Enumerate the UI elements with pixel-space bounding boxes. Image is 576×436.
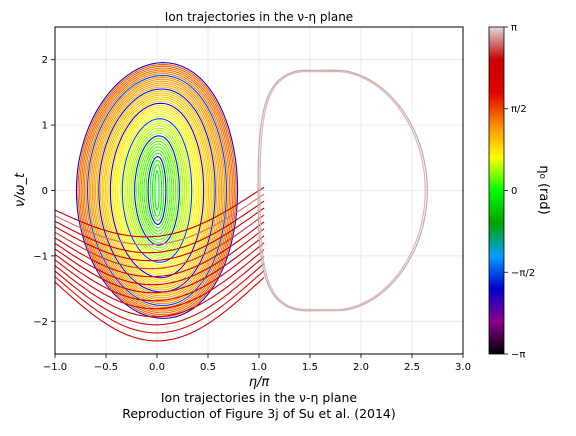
y-ticks: −2 −1 0 1 2 [33,55,55,328]
colorbar-tick-label: −π/2 [511,268,535,279]
passing-orbit [55,249,265,310]
trapped-orbit [108,100,206,281]
trapped-orbit [85,73,229,308]
passing-orbit [55,256,265,318]
passing-orbit [55,193,265,246]
trapped-orbit [141,146,173,235]
trapped-orbit [77,63,237,318]
caption-line-2: Reproduction of Figure 3j of Su et al. (… [122,406,396,421]
trapped-orbit [75,62,239,319]
passing-orbit [55,263,265,326]
y-tick-label: 1 [42,121,48,132]
passing-orbit [55,235,265,294]
trapped-orbit [147,156,167,225]
separatrix-lobe [257,69,428,312]
trapped-orbit [86,74,228,307]
y-tick-label: −1 [33,251,48,262]
trapped-orbit [145,152,169,229]
passing-orbit [55,276,265,342]
trapped-orbit [79,65,235,316]
trapped-orbit [98,88,216,293]
x-tick-label: 2.5 [404,362,420,373]
colorbar-tick-label: π [511,23,517,34]
trapped-orbit [90,78,224,303]
x-ticks: −1.0 −0.5 0.0 0.5 1.0 1.5 2.0 2.5 3.0 [43,354,471,373]
y-axis-label: ν/ω_t [13,172,28,207]
trapped-orbit [137,140,177,241]
trapped-orbit [135,137,179,244]
x-tick-label: 1.0 [251,362,267,373]
trapped-orbit [126,125,188,256]
passing-orbit [55,207,265,262]
colorbar-tick-label: π/2 [511,104,527,115]
trapped-orbit [103,94,211,287]
trapped-orbit [143,149,171,232]
y-tick-label: 0 [42,186,48,197]
x-tick-label: 0.5 [200,362,216,373]
trapped-orbit [119,115,195,266]
x-axis-label: η/π [249,375,270,390]
trapped-orbit [101,92,213,289]
trapped-orbit [96,86,218,295]
trapped-orbit [80,67,234,314]
trapped-orbit [82,69,232,312]
passing-orbit [55,228,265,286]
trapped-orbit [104,96,210,285]
separatrix-lobe [259,70,426,311]
chart-title: Ion trajectories in the ν-η plane [165,10,353,24]
x-tick-label: 0.0 [149,362,165,373]
y-tick-label: 2 [42,55,48,66]
trapped-orbit [134,135,180,246]
trapped-orbit [151,164,163,217]
trapped-orbit [154,170,160,211]
trapped-orbit [132,132,182,249]
trapped-orbit [113,106,201,275]
caption-line-1: Ion trajectories in the ν-η plane [161,390,358,405]
trapped-orbit [109,102,205,279]
trapped-orbit [111,104,203,277]
colorbar-label: η₀ (rad) [536,165,551,214]
passing-orbit [55,221,265,278]
trapped-orbit [106,98,208,283]
colorbar-tick-label: 0 [511,186,517,197]
trapped-orbit [125,122,189,259]
x-tick-label: 2.0 [353,362,369,373]
trapped-orbit [118,113,196,268]
passing-orbit [55,270,265,334]
trapped-orbit [99,90,215,291]
x-tick-label: 3.0 [455,362,471,373]
trapped-orbit [130,130,184,251]
passing-orbit [55,242,265,302]
passing-orbit [55,200,265,254]
trajectories [55,62,428,342]
trapped-orbit [121,118,193,263]
x-tick-label: 1.5 [302,362,318,373]
colorbar [488,26,505,355]
trapped-orbit [91,80,223,301]
x-tick-label: −0.5 [94,362,118,373]
x-tick-label: −1.0 [43,362,67,373]
trapped-orbit [149,159,165,222]
passing-orbit [55,214,265,270]
trapped-orbit [94,84,220,297]
trapped-orbit [114,109,200,272]
trapped-orbit [123,120,191,261]
colorbar-tick-label: −π [511,350,525,361]
y-tick-label: −2 [33,317,48,328]
colorbar-ticks: −π −π/2 0 π/2 π [504,23,535,361]
trapped-orbit [93,82,221,299]
trapped-orbit [88,76,226,305]
passing-orbit [55,186,265,238]
